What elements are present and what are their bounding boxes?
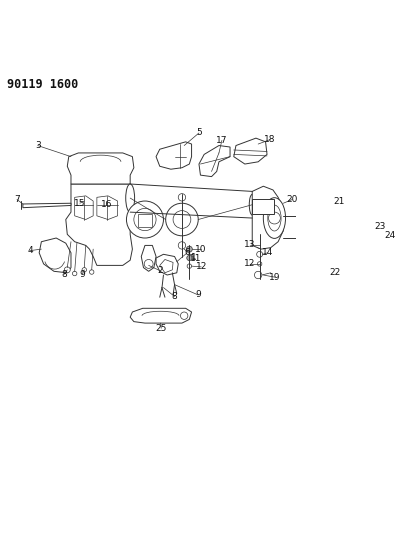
Circle shape xyxy=(64,267,70,273)
Polygon shape xyxy=(156,142,192,169)
Text: 12: 12 xyxy=(244,260,256,269)
Text: 7: 7 xyxy=(14,195,20,204)
Text: 14: 14 xyxy=(262,248,273,257)
Text: 2: 2 xyxy=(157,266,162,275)
Ellipse shape xyxy=(268,205,281,231)
Circle shape xyxy=(178,242,186,249)
Bar xyxy=(138,214,152,227)
Polygon shape xyxy=(252,186,283,249)
Circle shape xyxy=(89,270,94,274)
Circle shape xyxy=(134,208,156,231)
Text: 22: 22 xyxy=(330,268,341,277)
Circle shape xyxy=(173,211,191,229)
Ellipse shape xyxy=(300,214,315,243)
Polygon shape xyxy=(67,153,134,184)
Text: 17: 17 xyxy=(216,136,228,145)
Polygon shape xyxy=(75,196,93,220)
Polygon shape xyxy=(141,245,156,271)
Text: 21: 21 xyxy=(334,197,345,206)
Circle shape xyxy=(126,201,164,238)
Circle shape xyxy=(178,193,186,201)
Text: 6: 6 xyxy=(184,248,190,257)
Text: 11: 11 xyxy=(190,254,201,263)
Text: 9: 9 xyxy=(79,270,85,279)
Text: 1: 1 xyxy=(191,253,197,262)
Circle shape xyxy=(180,312,188,319)
Polygon shape xyxy=(97,196,118,220)
Text: 8: 8 xyxy=(172,292,178,301)
Text: 20: 20 xyxy=(286,195,298,204)
Ellipse shape xyxy=(249,195,255,215)
Circle shape xyxy=(269,212,280,224)
Text: 10: 10 xyxy=(196,245,207,254)
Circle shape xyxy=(187,255,192,261)
Circle shape xyxy=(257,252,263,257)
Text: 23: 23 xyxy=(375,222,386,231)
Circle shape xyxy=(257,262,262,266)
Text: 13: 13 xyxy=(244,240,256,249)
Circle shape xyxy=(314,263,323,272)
Ellipse shape xyxy=(263,198,286,238)
Circle shape xyxy=(73,271,77,276)
Text: 9: 9 xyxy=(196,290,201,300)
Polygon shape xyxy=(39,238,71,273)
Polygon shape xyxy=(234,138,267,164)
Polygon shape xyxy=(66,184,132,265)
Polygon shape xyxy=(156,254,178,275)
Text: 18: 18 xyxy=(264,135,276,144)
Text: 3: 3 xyxy=(35,141,41,150)
Text: 19: 19 xyxy=(269,273,281,282)
Text: 16: 16 xyxy=(101,200,112,209)
Circle shape xyxy=(357,223,367,233)
Polygon shape xyxy=(160,260,173,273)
Polygon shape xyxy=(372,227,385,235)
Circle shape xyxy=(186,246,192,252)
Polygon shape xyxy=(352,216,372,239)
Text: 12: 12 xyxy=(196,262,207,271)
Text: 4: 4 xyxy=(28,246,33,255)
Ellipse shape xyxy=(126,184,134,212)
Text: 24: 24 xyxy=(384,231,395,240)
Polygon shape xyxy=(297,203,332,255)
Circle shape xyxy=(187,264,192,268)
Ellipse shape xyxy=(297,208,318,249)
Text: 25: 25 xyxy=(156,324,167,333)
Text: 5: 5 xyxy=(196,128,202,138)
Polygon shape xyxy=(130,308,192,323)
Circle shape xyxy=(144,260,153,268)
Text: 8: 8 xyxy=(61,270,67,279)
Text: 90119 1600: 90119 1600 xyxy=(7,78,78,91)
Polygon shape xyxy=(23,203,71,208)
Bar xyxy=(252,199,275,214)
Circle shape xyxy=(166,203,198,236)
Circle shape xyxy=(257,243,263,248)
Circle shape xyxy=(255,271,262,279)
Polygon shape xyxy=(199,146,230,176)
Circle shape xyxy=(82,268,87,272)
Text: 15: 15 xyxy=(74,199,86,208)
